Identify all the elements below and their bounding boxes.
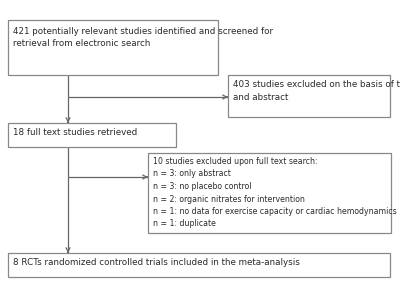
FancyBboxPatch shape <box>228 75 390 117</box>
Text: 10 studies excluded upon full text search:
n = 3: only abstract
n = 3: no placeb: 10 studies excluded upon full text searc… <box>153 157 397 229</box>
Text: 421 potentially relevant studies identified and screened for
retrieval from elec: 421 potentially relevant studies identif… <box>13 27 273 48</box>
FancyBboxPatch shape <box>8 253 390 277</box>
FancyBboxPatch shape <box>8 20 218 75</box>
Text: 18 full text studies retrieved: 18 full text studies retrieved <box>13 128 137 137</box>
Text: 403 studies excluded on the basis of title
and abstract: 403 studies excluded on the basis of tit… <box>233 80 400 101</box>
FancyBboxPatch shape <box>148 153 391 233</box>
FancyBboxPatch shape <box>8 123 176 147</box>
Text: 8 RCTs randomized controlled trials included in the meta-analysis: 8 RCTs randomized controlled trials incl… <box>13 258 300 267</box>
